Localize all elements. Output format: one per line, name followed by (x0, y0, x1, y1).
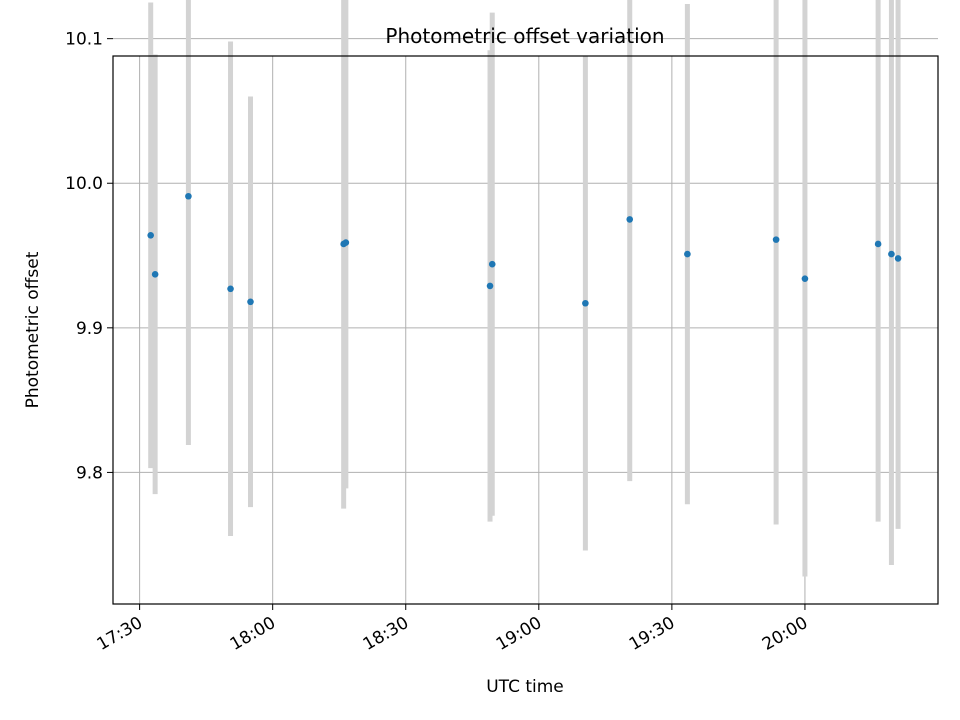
y-tick-label: 10.1 (65, 30, 103, 50)
data-point (488, 260, 496, 268)
data-point (147, 231, 155, 239)
y-tick-label: 9.9 (76, 319, 103, 339)
data-point (227, 285, 234, 293)
data-point (486, 282, 494, 290)
data-point (874, 240, 882, 248)
data-point (151, 271, 159, 278)
y-axis-label: Photometric offset (23, 251, 43, 408)
data-point (247, 298, 254, 306)
data-point (684, 250, 691, 258)
data-point (888, 250, 895, 258)
data-point (582, 299, 589, 307)
data-point (772, 236, 780, 243)
x-axis-label: UTC time (486, 677, 564, 697)
plot-frame (112, 55, 939, 605)
data-point (894, 255, 902, 262)
chart-title: Photometric offset variation (385, 24, 664, 48)
data-point (185, 192, 192, 200)
y-tick-label: 10.0 (65, 174, 103, 194)
data-point (342, 239, 350, 246)
point-layer (147, 192, 902, 307)
y-tick-label: 9.8 (76, 463, 103, 483)
data-point (801, 275, 809, 282)
data-point (626, 216, 634, 223)
